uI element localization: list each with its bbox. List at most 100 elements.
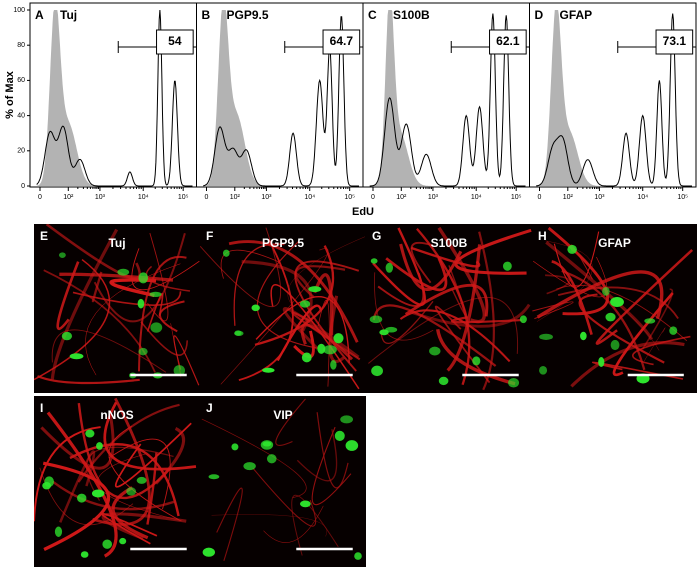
fiber (300, 323, 354, 361)
x-tick-label: 10⁵ (178, 194, 189, 201)
fiber (72, 291, 182, 306)
gate-box (156, 29, 194, 55)
nucleus (330, 360, 337, 370)
panel-letter: A (35, 8, 44, 22)
nucleus (85, 429, 95, 438)
panel-marker: GFAP (560, 8, 593, 22)
fiber (77, 402, 172, 500)
fiber (437, 226, 486, 324)
fiber (131, 248, 200, 291)
image-background (200, 396, 366, 567)
fiber (380, 300, 434, 344)
x-tick-label: 0 (371, 194, 375, 201)
image-letter: G (372, 229, 381, 243)
micrograph: G S100B (366, 224, 532, 393)
nucleus (138, 272, 149, 284)
fiber (536, 270, 664, 320)
fiber (228, 240, 359, 343)
fiber (385, 257, 448, 292)
fiber (252, 467, 317, 527)
nucleus (429, 346, 441, 356)
fiber (551, 260, 593, 335)
fiber (46, 411, 118, 558)
panel-marker: S100B (393, 8, 430, 22)
edu-histogram (536, 13, 692, 187)
nucleus (149, 291, 162, 297)
nucleus (266, 454, 277, 464)
y-tick-label: 60 (17, 77, 25, 84)
fiber (296, 429, 338, 482)
panel-letter: B (202, 8, 211, 22)
fiber (111, 486, 149, 540)
nucleus (334, 430, 345, 441)
nucleus (370, 258, 378, 264)
x-tick-label: 10² (396, 194, 407, 201)
fiber (69, 443, 180, 517)
nucleus (502, 261, 512, 271)
fiber (97, 453, 182, 522)
fiber (294, 265, 346, 299)
fiber (276, 304, 322, 362)
fiber (570, 341, 685, 388)
fiber (317, 300, 330, 387)
fiber (85, 263, 181, 376)
fiber (595, 249, 694, 345)
fiber (43, 269, 156, 373)
fiber (545, 240, 654, 341)
fiber (411, 303, 531, 328)
image-content (201, 398, 362, 562)
fiber (532, 301, 574, 320)
nucleus (472, 356, 481, 366)
image-letter: E (40, 229, 48, 243)
nucleus (61, 331, 73, 341)
image-letter: F (206, 229, 213, 243)
x-tick-label: 10³ (261, 194, 272, 201)
fiber (101, 512, 187, 540)
nucleus (102, 539, 113, 549)
nucleus (126, 487, 137, 496)
image-content (532, 226, 694, 388)
x-tick-label: 10² (563, 194, 574, 201)
fiber (434, 305, 491, 384)
nucleus (354, 552, 362, 560)
histogram-panel: 0 10² 10³ 10⁴ 10⁵ A Tuj 54 (29, 2, 197, 201)
fiber (612, 292, 674, 377)
fiber (291, 494, 339, 556)
fiber (643, 327, 666, 362)
fiber (137, 255, 187, 372)
gate-box (489, 29, 527, 55)
fiber (263, 505, 324, 543)
nucleus (602, 286, 610, 296)
nucleus (96, 442, 103, 450)
nucleus (299, 300, 311, 308)
x-tick-label: 10³ (95, 194, 106, 201)
fiber (241, 260, 313, 332)
x-tick-label: 10³ (594, 194, 605, 201)
image-marker: nNOS (100, 408, 133, 422)
image-content (34, 397, 197, 558)
nucleus (539, 366, 548, 375)
nucleus (519, 315, 527, 324)
edu-histogram (203, 16, 359, 187)
nucleus (369, 315, 383, 324)
gate-value: 54 (168, 34, 182, 48)
fiber (216, 487, 243, 562)
nucleus (150, 322, 163, 333)
fiber (436, 328, 516, 386)
edu-histogram (36, 9, 193, 187)
fiber (211, 514, 328, 537)
nucleus (138, 347, 148, 356)
fiber (451, 316, 522, 324)
micrograph: E Tuj (34, 224, 200, 393)
fiber (561, 269, 646, 371)
fiber (404, 283, 489, 317)
fiber (140, 321, 189, 356)
gate-value: 73.1 (663, 34, 687, 48)
fiber (91, 271, 103, 303)
nucleus (173, 365, 186, 376)
nucleus (262, 367, 275, 373)
gate-box (655, 29, 694, 55)
panel-letter: D (535, 8, 544, 22)
fiber (173, 335, 200, 386)
